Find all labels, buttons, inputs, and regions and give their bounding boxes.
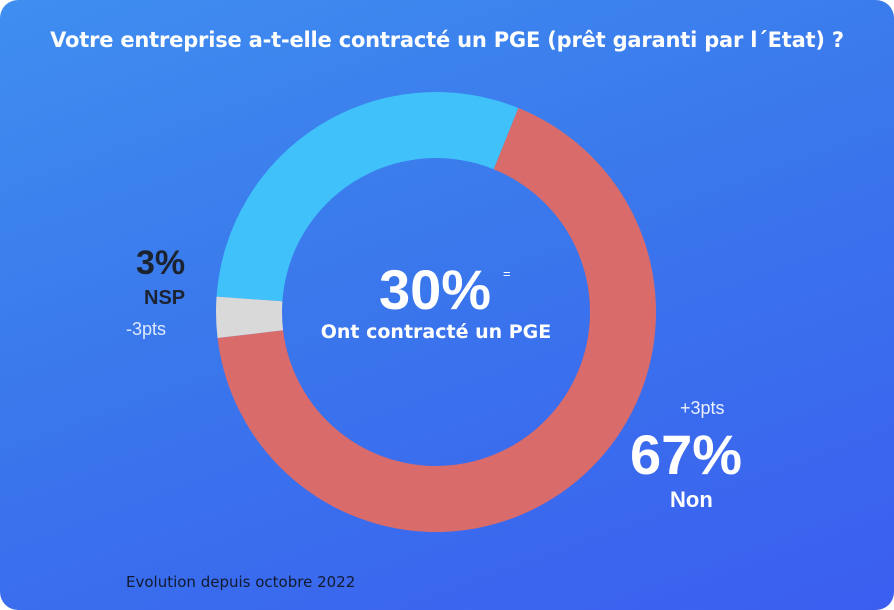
non-change: +3pts: [680, 398, 725, 418]
nsp-change: -3pts: [126, 319, 167, 339]
center-value: 30%: [378, 258, 492, 321]
slice-nsp: [215, 296, 284, 339]
nsp-value: 3%: [136, 244, 186, 282]
non-value: 67%: [630, 423, 743, 486]
nsp-label: NSP: [144, 287, 186, 309]
center-change: =: [503, 266, 511, 281]
non-label: Non: [670, 487, 713, 512]
slice-oui: [216, 91, 519, 302]
slice-non: [217, 108, 656, 532]
chart-title: Votre entreprise a-t-elle contracté un P…: [50, 28, 844, 52]
footnote: Evolution depuis octobre 2022: [126, 573, 356, 591]
center-label: Ont contracté un PGE: [320, 321, 552, 343]
